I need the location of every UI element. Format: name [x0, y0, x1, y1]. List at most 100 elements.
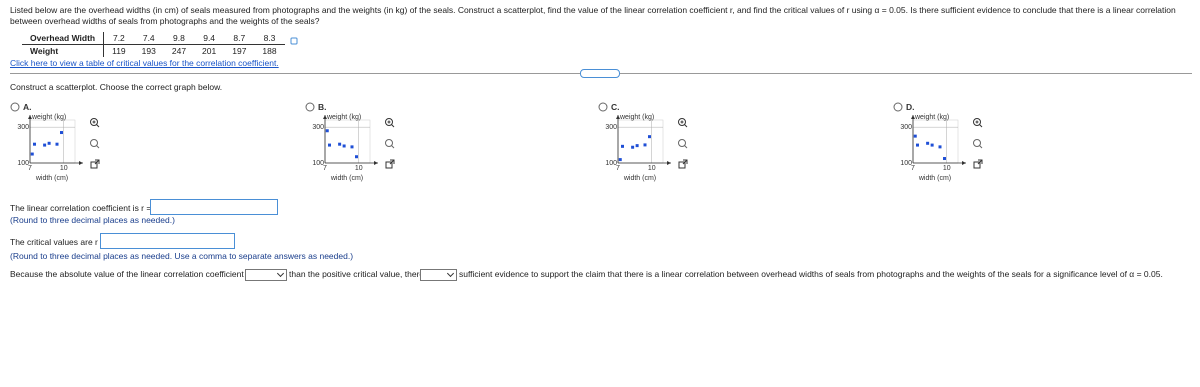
zoom-out-icon[interactable] — [385, 139, 393, 147]
x-tick-label: 7 — [28, 165, 32, 172]
zoom-in-plus — [387, 120, 395, 128]
zoom-in-plus — [680, 120, 688, 128]
y-axis-label: weight (kg) — [326, 114, 361, 121]
x-tick-label: 7 — [616, 165, 620, 172]
plot-area — [617, 119, 664, 164]
option-letter: A. — [23, 102, 32, 112]
point — [621, 144, 624, 148]
y-tick-label: 300 — [605, 124, 617, 131]
table-cell: 247 — [171, 46, 187, 56]
copy-icon[interactable] — [290, 36, 300, 46]
x-tick-label: 7 — [323, 165, 327, 172]
table-cell: Weight — [22, 44, 105, 57]
zoom-in-icon[interactable] — [678, 118, 686, 126]
x-arrow — [374, 161, 378, 165]
crit-prompt: The critical values are r = — [10, 237, 106, 247]
x-tick-label: 7 — [911, 165, 915, 172]
expand-button[interactable] — [580, 69, 620, 78]
plot-area — [912, 119, 959, 164]
popout-icon[interactable] — [678, 159, 688, 169]
zoom-out-icon[interactable] — [90, 139, 98, 147]
table-cell: 9.4 — [203, 33, 216, 43]
x-arrow — [962, 161, 966, 165]
conclusion-text: Because the absolute value of the linear… — [10, 269, 253, 279]
r-note: (Round to three decimal places as needed… — [10, 215, 175, 225]
x-arrow — [79, 161, 83, 165]
zoom-in-plus — [975, 120, 983, 128]
point — [938, 145, 942, 149]
y-tick-label: 300 — [900, 124, 912, 131]
table-cell: 8.3 — [263, 33, 276, 43]
zoom-out-handle — [979, 145, 983, 149]
table-cell: 119 — [112, 46, 126, 56]
table-cell: 8.7 — [233, 33, 246, 43]
crit-input[interactable] — [100, 233, 235, 249]
y-axis-label: weight (kg) — [31, 114, 66, 121]
zoom-in-icon[interactable] — [973, 118, 981, 126]
table-cell: 188 — [262, 46, 277, 56]
plot-area — [324, 119, 371, 164]
evidence-select[interactable] — [420, 269, 457, 281]
option[interactable]: A. 100 300 7 10 weight (kg) width (cm) — [10, 100, 120, 190]
point — [913, 134, 917, 138]
y-axis-label: weight (kg) — [914, 114, 949, 121]
point — [643, 143, 647, 147]
option[interactable]: D. 100 300 7 10 weight (kg) width (cm) — [893, 100, 1003, 190]
table-cell: 7.4 — [142, 33, 155, 43]
option[interactable]: C. 100 300 7 10 weight (kg) width (cm) — [598, 100, 708, 190]
zoom-in-plus — [92, 120, 100, 128]
point — [648, 135, 651, 139]
x-axis-label: width (cm) — [35, 175, 68, 182]
y-arrow — [616, 115, 620, 119]
comparison-select[interactable] — [245, 269, 287, 281]
point — [43, 143, 47, 147]
zoom-out-handle — [391, 145, 395, 149]
r-input[interactable] — [150, 199, 278, 215]
point — [916, 143, 919, 147]
radio — [598, 102, 608, 112]
y-tick-label: 100 — [17, 160, 29, 167]
point — [635, 144, 639, 148]
zoom-out-icon[interactable] — [973, 139, 981, 147]
popout-icon[interactable] — [90, 159, 100, 169]
instruction: Construct a scatterplot. Choose the corr… — [10, 82, 223, 92]
x-tick-label: 10 — [648, 165, 656, 172]
y-tick-label: 100 — [312, 160, 324, 167]
radio — [305, 102, 315, 112]
x-tick-label: 10 — [60, 165, 68, 172]
option-letter: D. — [906, 102, 915, 112]
y-tick-label: 100 — [605, 160, 617, 167]
table-cell: 197 — [232, 46, 247, 56]
popout-icon[interactable] — [385, 159, 395, 169]
zoom-out-handle — [96, 145, 100, 149]
table-cell: 201 — [202, 46, 217, 56]
point — [631, 145, 635, 149]
point — [926, 141, 930, 145]
point — [355, 155, 358, 159]
critical-values-link[interactable]: Click here to view a table of critical v… — [10, 58, 279, 68]
r-prompt: The linear correlation coefficient is r … — [10, 203, 152, 213]
popout-icon[interactable] — [973, 159, 983, 169]
point — [33, 142, 36, 146]
table-cell: 7.2 — [112, 33, 125, 43]
zoom-in-icon[interactable] — [90, 118, 98, 126]
data-table: Overhead Width 7.2 7.4 9.8 9.4 8.7 8.3 Weight 1… — [22, 32, 285, 57]
point — [618, 158, 622, 162]
radio — [893, 102, 903, 112]
crit-note: (Round to three decimal places as needed… — [10, 251, 354, 261]
y-tick-label: 100 — [900, 160, 912, 167]
point — [930, 143, 934, 147]
option[interactable]: B. 100 300 7 10 weight (kg) width (cm) — [305, 100, 415, 190]
conclusion-text: sufficient evidence to support the claim… — [459, 269, 1163, 279]
zoom-in-icon[interactable] — [385, 118, 393, 126]
y-arrow — [323, 115, 327, 119]
table-cell: 193 — [141, 46, 156, 56]
x-axis-label: width (cm) — [623, 175, 656, 182]
point — [338, 142, 342, 146]
point — [55, 142, 59, 146]
zoom-out-icon[interactable] — [678, 139, 686, 147]
point — [342, 144, 346, 148]
y-arrow — [911, 115, 915, 119]
point — [328, 143, 331, 147]
